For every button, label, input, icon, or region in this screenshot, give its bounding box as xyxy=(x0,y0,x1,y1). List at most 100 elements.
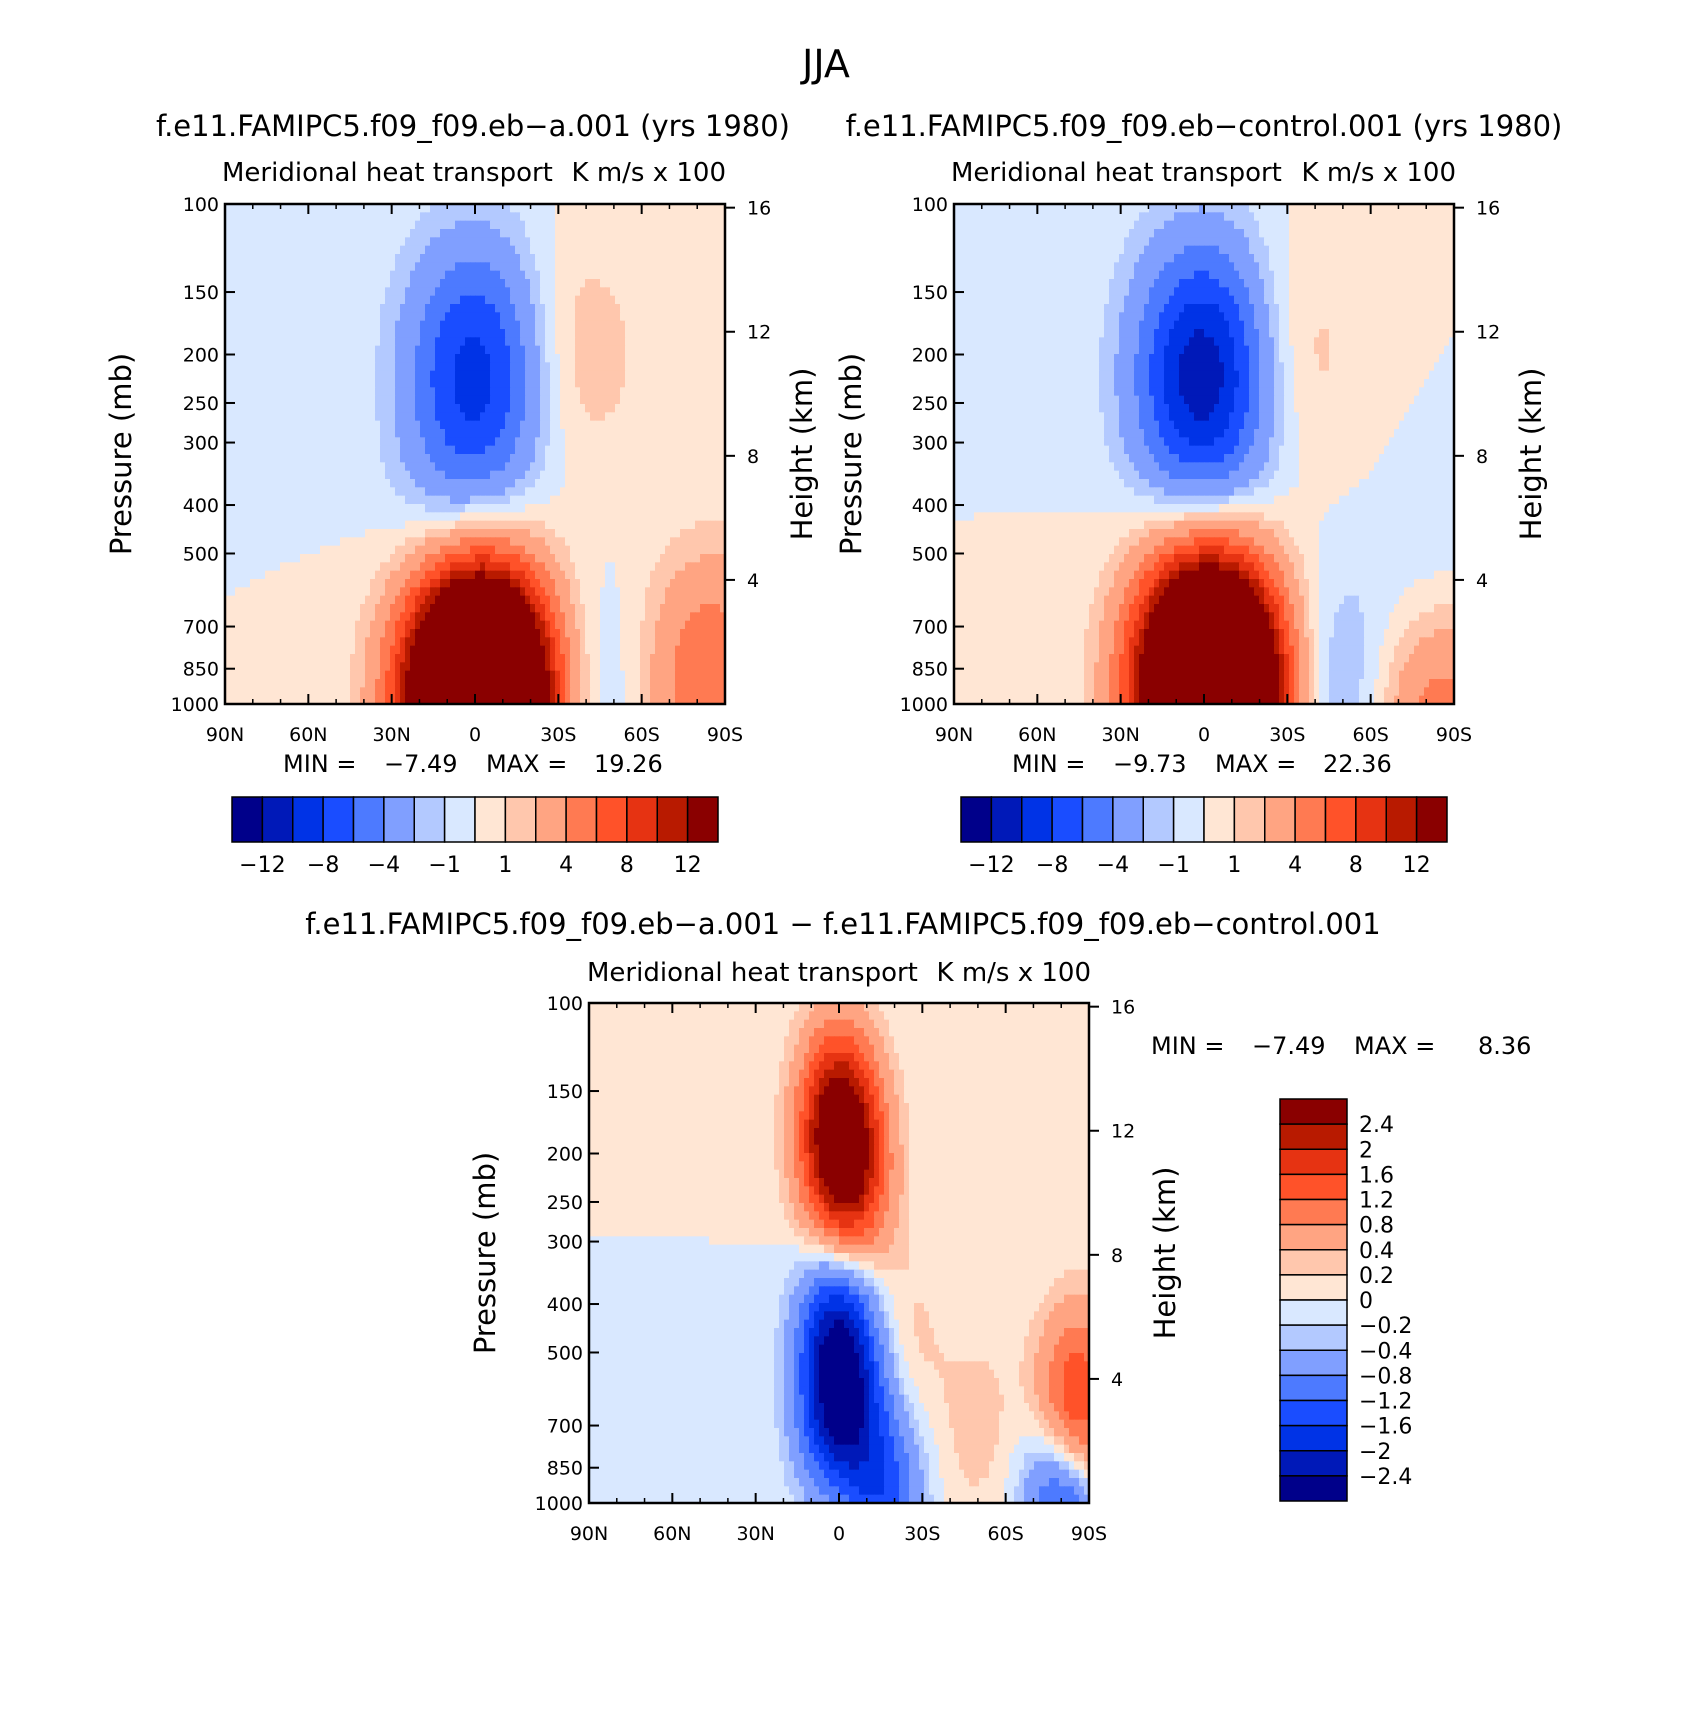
contour-cell xyxy=(400,604,406,613)
contour-cell xyxy=(475,404,481,413)
contour-cell xyxy=(290,529,296,538)
contour-cell xyxy=(595,570,601,580)
contour-cell xyxy=(400,454,406,463)
contour-cell xyxy=(690,445,696,455)
contour-cell xyxy=(690,395,696,405)
contour-cell xyxy=(705,495,711,505)
contour-cell xyxy=(365,579,371,588)
contour-cell xyxy=(610,454,616,463)
contour-cell xyxy=(300,579,306,588)
contour-cell xyxy=(320,404,326,413)
contour-cell xyxy=(395,237,401,247)
contour-cell xyxy=(385,445,391,455)
contour-cell xyxy=(515,329,521,338)
contour-cell xyxy=(575,437,581,447)
contour-cell xyxy=(710,420,716,430)
contour-cell xyxy=(440,429,446,438)
contour-cell xyxy=(635,495,641,505)
contour-cell xyxy=(335,245,341,255)
contour-cell xyxy=(420,470,426,480)
contour-cell xyxy=(635,304,641,313)
contour-cell xyxy=(270,545,276,555)
contour-cell xyxy=(490,329,496,338)
contour-cell xyxy=(465,595,471,605)
contour-cell xyxy=(285,445,291,455)
contour-cell xyxy=(370,287,376,297)
contour-cell xyxy=(570,395,576,405)
contour-cell xyxy=(410,412,416,422)
contour-cell xyxy=(550,270,556,280)
contour-cell xyxy=(480,295,486,305)
contour-cell xyxy=(660,487,666,497)
contour-cell xyxy=(695,212,701,222)
contour-cell xyxy=(300,570,306,580)
contour-cell xyxy=(690,262,696,272)
contour-cell xyxy=(405,487,411,497)
contour-cell xyxy=(470,604,476,613)
contour-cell xyxy=(460,229,466,238)
contour-cell xyxy=(455,570,461,580)
contour-cell xyxy=(280,404,286,413)
contour-cell xyxy=(295,604,301,613)
contour-cell xyxy=(470,204,476,213)
contour-cell xyxy=(520,229,526,238)
contour-cell xyxy=(290,212,296,222)
contour-cell xyxy=(415,220,421,230)
contour-cell xyxy=(260,454,266,463)
contour-cell xyxy=(505,562,511,572)
contour-cell xyxy=(585,295,591,305)
contour-cell xyxy=(590,420,596,430)
contour-cell xyxy=(270,454,276,463)
contour-cell xyxy=(510,437,516,447)
contour-cell xyxy=(555,579,561,588)
contour-cell xyxy=(695,412,701,422)
contour-cell xyxy=(580,487,586,497)
contour-cell xyxy=(475,570,481,580)
contour-cell xyxy=(430,262,436,272)
contour-cell xyxy=(550,529,556,538)
contour-cell xyxy=(695,362,701,372)
contour-cell xyxy=(415,595,421,605)
contour-cell xyxy=(490,420,496,430)
contour-cell xyxy=(650,304,656,313)
contour-cell xyxy=(490,370,496,380)
contour-cell xyxy=(450,379,456,388)
contour-cell xyxy=(505,354,511,363)
contour-cell xyxy=(515,237,521,247)
contour-cell xyxy=(405,329,411,338)
contour-cell xyxy=(490,570,496,580)
contour-cell xyxy=(435,595,441,605)
contour-cell xyxy=(530,537,536,547)
contour-cell xyxy=(400,287,406,297)
contour-cell xyxy=(380,237,386,247)
contour-cell xyxy=(615,470,621,480)
contour-cell xyxy=(680,387,686,397)
contour-cell xyxy=(715,437,721,447)
contour-cell xyxy=(365,537,371,547)
contour-cell xyxy=(670,454,676,463)
contour-cell xyxy=(675,262,681,272)
contour-cell xyxy=(445,212,451,222)
contour-cell xyxy=(705,479,711,488)
contour-cell xyxy=(710,279,716,288)
contour-cell xyxy=(605,212,611,222)
contour-cell xyxy=(630,354,636,363)
contour-cell xyxy=(720,554,726,563)
contour-cell xyxy=(675,462,681,472)
contour-cell xyxy=(280,520,286,530)
contour-cell xyxy=(485,595,491,605)
contour-cell xyxy=(655,345,661,355)
contour-cell xyxy=(610,362,616,372)
contour-cell xyxy=(480,212,486,222)
contour-cell xyxy=(540,412,546,422)
contour-cell xyxy=(275,520,281,530)
contour-cell xyxy=(635,587,641,597)
contour-cell xyxy=(655,387,661,397)
contour-cell xyxy=(395,312,401,322)
contour-cell xyxy=(720,570,726,580)
contour-cell xyxy=(490,304,496,313)
contour-cell xyxy=(620,320,626,330)
contour-cell xyxy=(335,579,341,588)
contour-cell xyxy=(505,204,511,213)
contour-cell xyxy=(380,320,386,330)
